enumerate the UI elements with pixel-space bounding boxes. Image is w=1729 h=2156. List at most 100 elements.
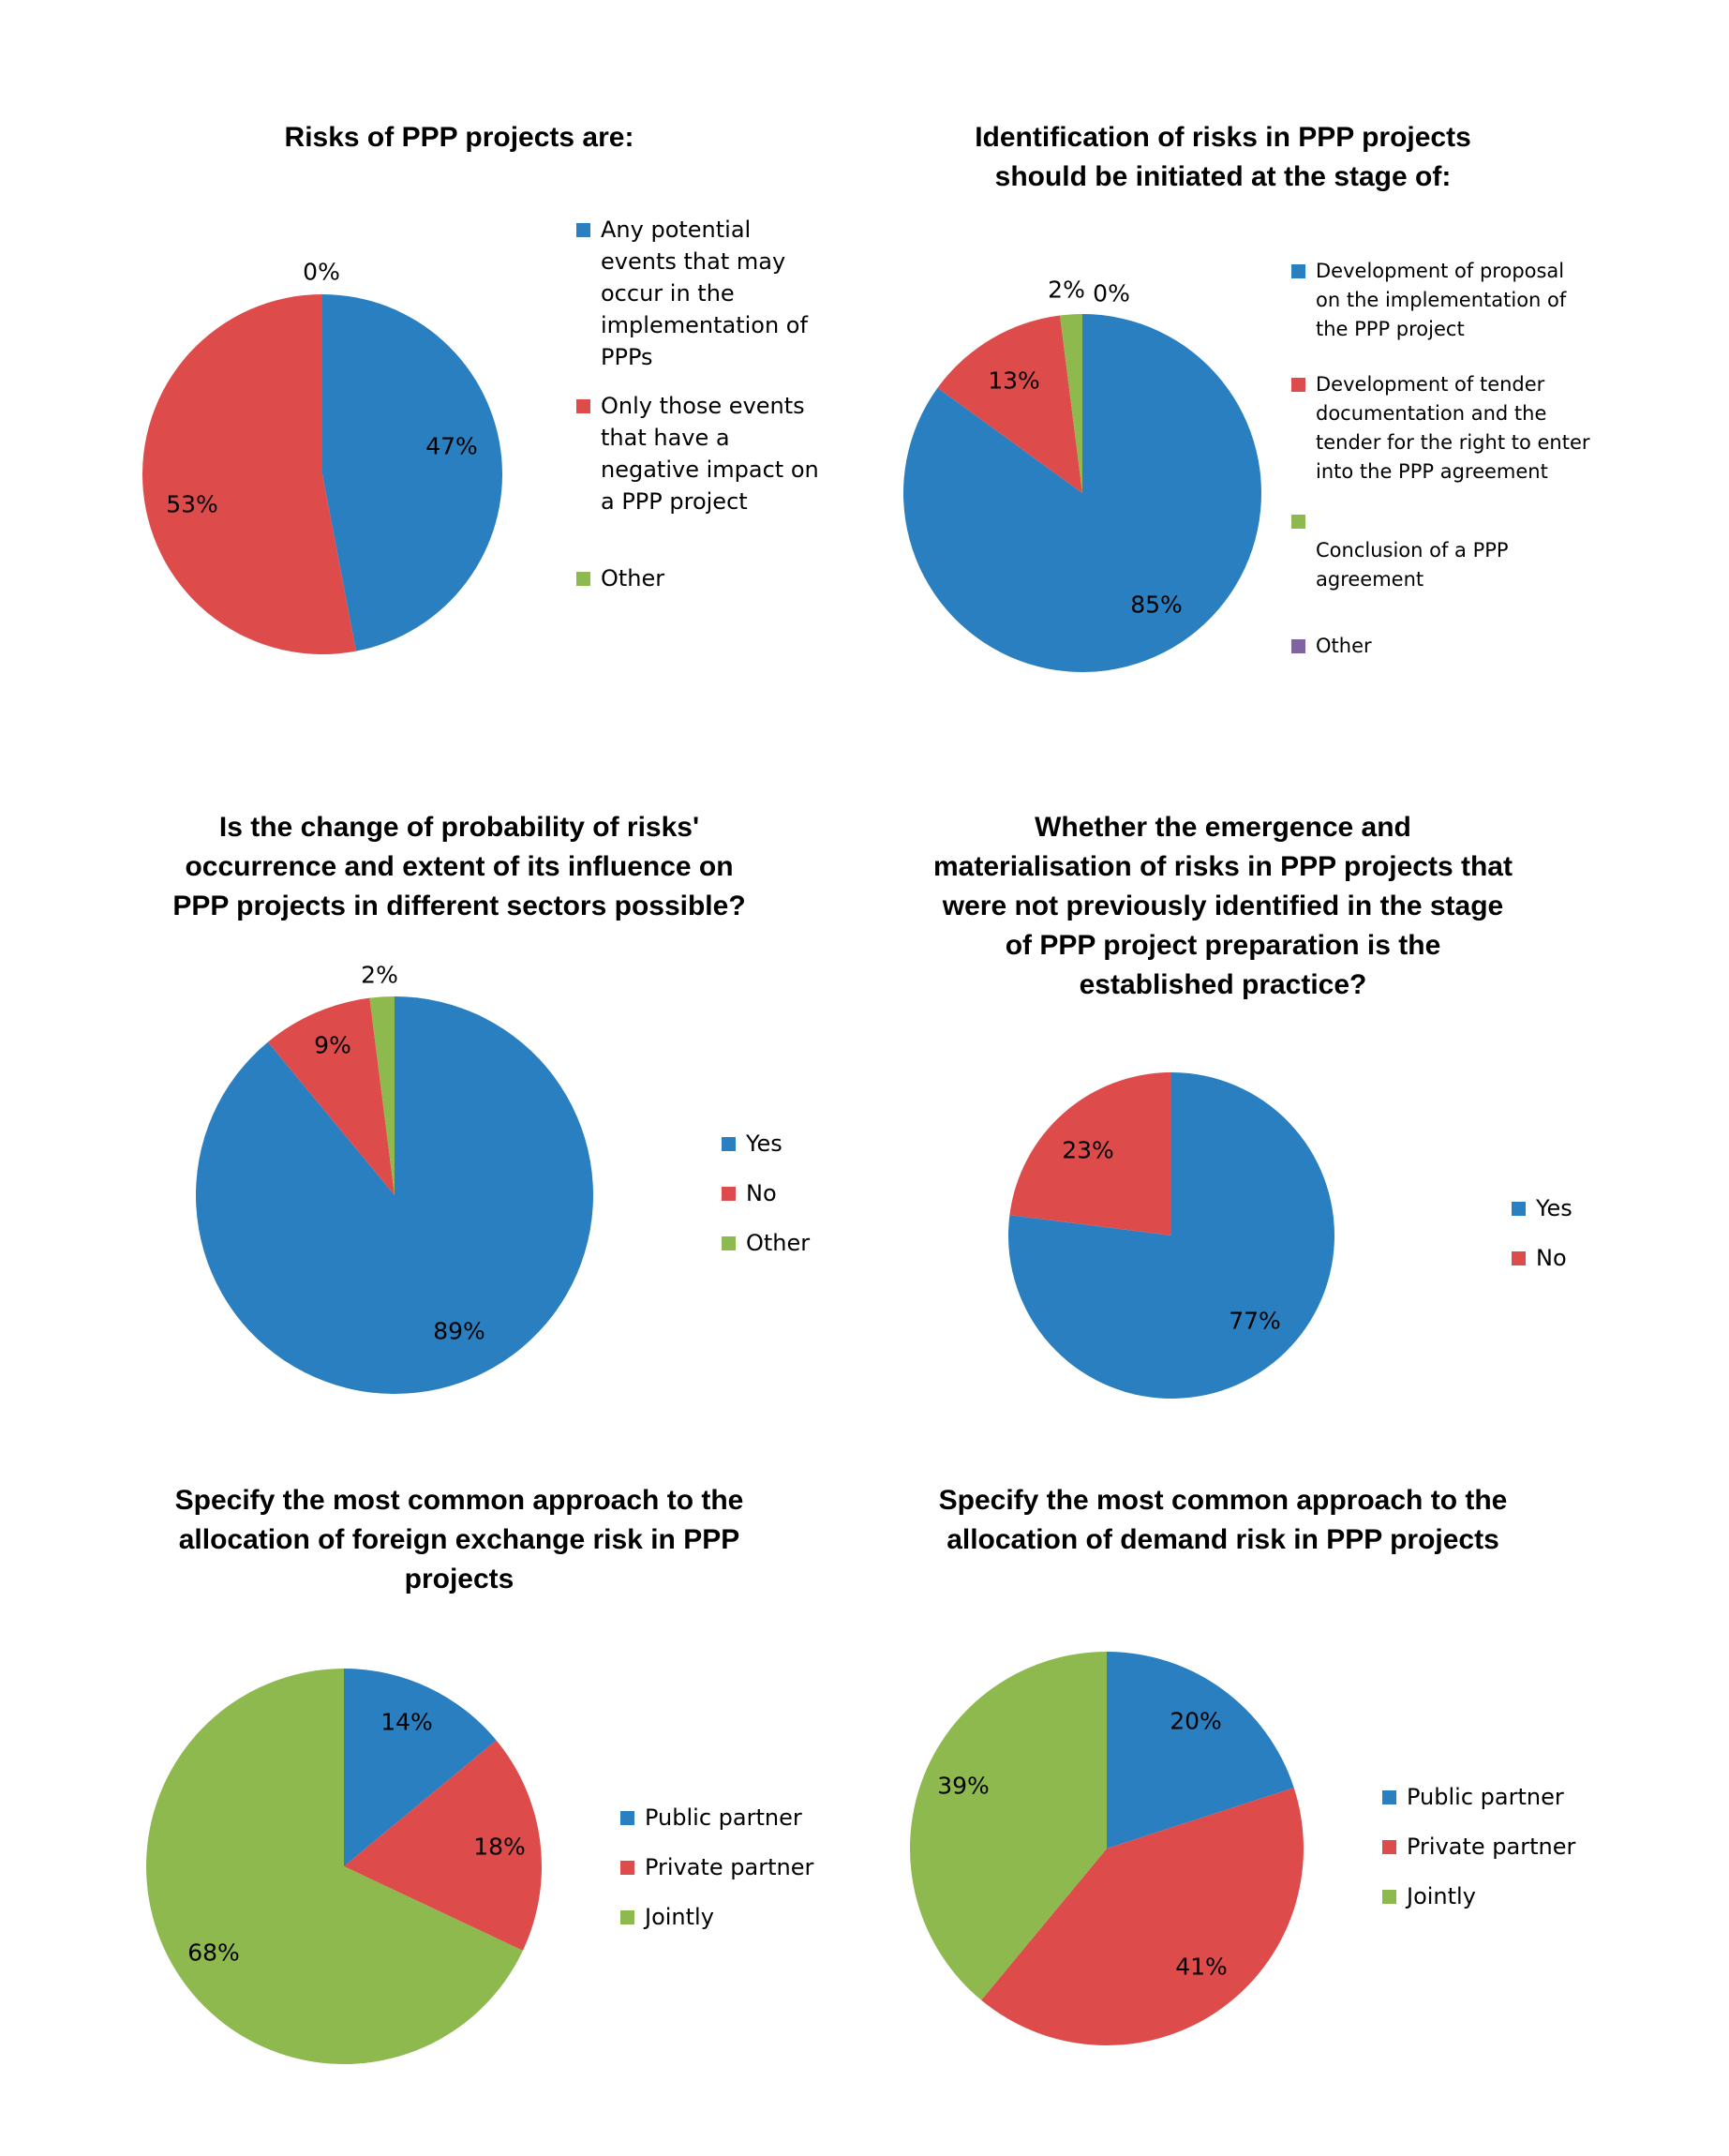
legend-item: Public partner <box>1382 1781 1575 1813</box>
legend-label: Private partner <box>645 1854 814 1880</box>
legend-item: Private partner <box>620 1851 813 1883</box>
legend-label: on the implementation of <box>1316 289 1567 311</box>
legend-swatch <box>1291 378 1305 392</box>
data-label: 2% <box>361 961 398 989</box>
legend-label: No <box>1536 1245 1567 1271</box>
chart-title-line: Specify the most common approach to the <box>174 1485 744 1516</box>
chart-title-line: occurrence and extent of its influence o… <box>185 851 734 882</box>
legend-swatch <box>620 1910 634 1924</box>
legend-swatch <box>1382 1840 1396 1854</box>
legend-label: Jointly <box>645 1904 714 1930</box>
legend-label: Yes <box>746 1130 783 1157</box>
chart-title-line: established practice? <box>1079 969 1367 1000</box>
legend-label: negative impact on <box>601 457 819 483</box>
legend-swatch <box>1291 264 1305 278</box>
legend-label: Public partner <box>1407 1784 1564 1810</box>
chart-title: Risks of PPP projects are: <box>37 118 881 157</box>
chart-title-line: Is the change of probability of risks' <box>218 812 700 843</box>
chart-legend: Yes No <box>1512 1192 1572 1274</box>
chart-legend: Public partner Private partner Jointly <box>620 1802 813 1933</box>
legend-item: Only those events that have a negative imp… <box>576 390 819 517</box>
chart-title-line: Risks of PPP projects are: <box>284 122 634 153</box>
legend-item: Yes <box>722 1128 810 1160</box>
chart-title-line: PPP projects in different sectors possib… <box>172 891 746 921</box>
legend-label: Conclusion of a PPP <box>1316 539 1509 561</box>
data-label: 23% <box>1062 1136 1114 1164</box>
legend-item: Yes <box>1512 1192 1572 1224</box>
legend-label: Jointly <box>1407 1883 1476 1909</box>
legend-item: Development of proposal on the implementa… <box>1291 257 1590 344</box>
legend-swatch <box>1512 1202 1526 1216</box>
legend-label: PPPs <box>601 344 653 370</box>
data-label: 89% <box>433 1317 485 1345</box>
chart-title-line: Whether the emergence and <box>1035 812 1411 843</box>
legend-label: the PPP project <box>1316 318 1465 340</box>
legend-label: agreement <box>1316 568 1424 591</box>
legend-swatch <box>576 223 590 237</box>
chart-legend: Development of proposal on the implementa… <box>1291 257 1590 661</box>
pie-slice <box>267 997 395 1195</box>
chart-title-line: Specify the most common approach to the <box>938 1485 1508 1516</box>
data-label: 53% <box>166 490 218 518</box>
data-label: 0% <box>303 258 340 286</box>
legend-label: tender for the right to enter <box>1316 431 1590 454</box>
legend-swatch <box>576 399 590 413</box>
data-label: 14% <box>380 1708 433 1736</box>
chart-legend: Public partner Private partner Jointly <box>1382 1781 1575 1912</box>
legend-swatch <box>722 1187 736 1201</box>
legend-label: Other <box>1316 635 1372 657</box>
data-label: 47% <box>425 432 478 460</box>
pie-slice <box>322 294 503 651</box>
pie-slice <box>142 294 356 655</box>
legend-label: Development of tender <box>1316 373 1545 396</box>
legend-label: that have a <box>601 425 730 451</box>
pie-slice <box>146 1669 523 2064</box>
data-label: 41% <box>1175 1953 1228 1981</box>
legend-item: Jointly <box>620 1901 813 1933</box>
legend-swatch <box>722 1137 736 1151</box>
legend-label: Public partner <box>645 1804 802 1831</box>
data-label: 13% <box>988 367 1040 395</box>
data-label: 2% <box>1048 276 1085 304</box>
pie-slice <box>903 314 1262 672</box>
legend-label: Private partner <box>1407 1834 1576 1860</box>
pie-slice <box>1060 314 1082 493</box>
legend-swatch <box>722 1236 736 1250</box>
legend-swatch <box>620 1811 634 1825</box>
legend-swatch <box>1291 639 1305 653</box>
legend-item: Public partner <box>620 1802 813 1834</box>
data-label: 0% <box>1093 279 1130 307</box>
legend-swatch <box>576 572 590 586</box>
chart-title-line: materialisation of risks in PPP projects… <box>933 851 1513 882</box>
legend-swatch <box>620 1861 634 1875</box>
pie-slice <box>937 315 1082 493</box>
pie-slice <box>1007 1072 1334 1399</box>
legend-label: a PPP project <box>601 488 748 515</box>
chart-title-line: allocation of foreign exchange risk in P… <box>178 1524 740 1555</box>
chart-title-line: should be initiated at the stage of: <box>994 161 1452 192</box>
legend-item: No <box>1512 1242 1572 1274</box>
chart-title-line: of PPP project preparation is the <box>1005 930 1441 961</box>
pie-slice <box>369 996 395 1195</box>
data-label: 77% <box>1229 1307 1281 1335</box>
legend-item: Any potential events that may occur in the… <box>576 214 819 373</box>
legend-item: Development of tender documentation and t… <box>1291 370 1590 487</box>
legend-label: Only those events <box>601 393 805 419</box>
legend-label: Development of proposal <box>1316 260 1565 282</box>
chart-legend: Yes No Other <box>722 1128 810 1259</box>
legend-label: into the PPP agreement <box>1316 460 1548 483</box>
chart-title: Whether the emergence and materialisation… <box>801 808 1645 1005</box>
legend-label: Any potential <box>601 217 752 243</box>
legend-item: Other <box>1291 632 1590 661</box>
legend-swatch <box>1512 1251 1526 1265</box>
legend-label: documentation and the <box>1316 402 1547 425</box>
legend-item: Jointly <box>1382 1880 1575 1912</box>
pie-slice <box>1107 1652 1294 1849</box>
chart-title-line: were not previously identified in the st… <box>942 891 1504 921</box>
legend-item: Other <box>576 562 819 594</box>
legend-swatch <box>1382 1890 1396 1904</box>
legend-swatch <box>1382 1790 1396 1804</box>
legend-label: Other <box>746 1230 811 1256</box>
chart-title-line: projects <box>404 1564 514 1595</box>
chart-title-line: Identification of risks in PPP projects <box>975 122 1471 153</box>
